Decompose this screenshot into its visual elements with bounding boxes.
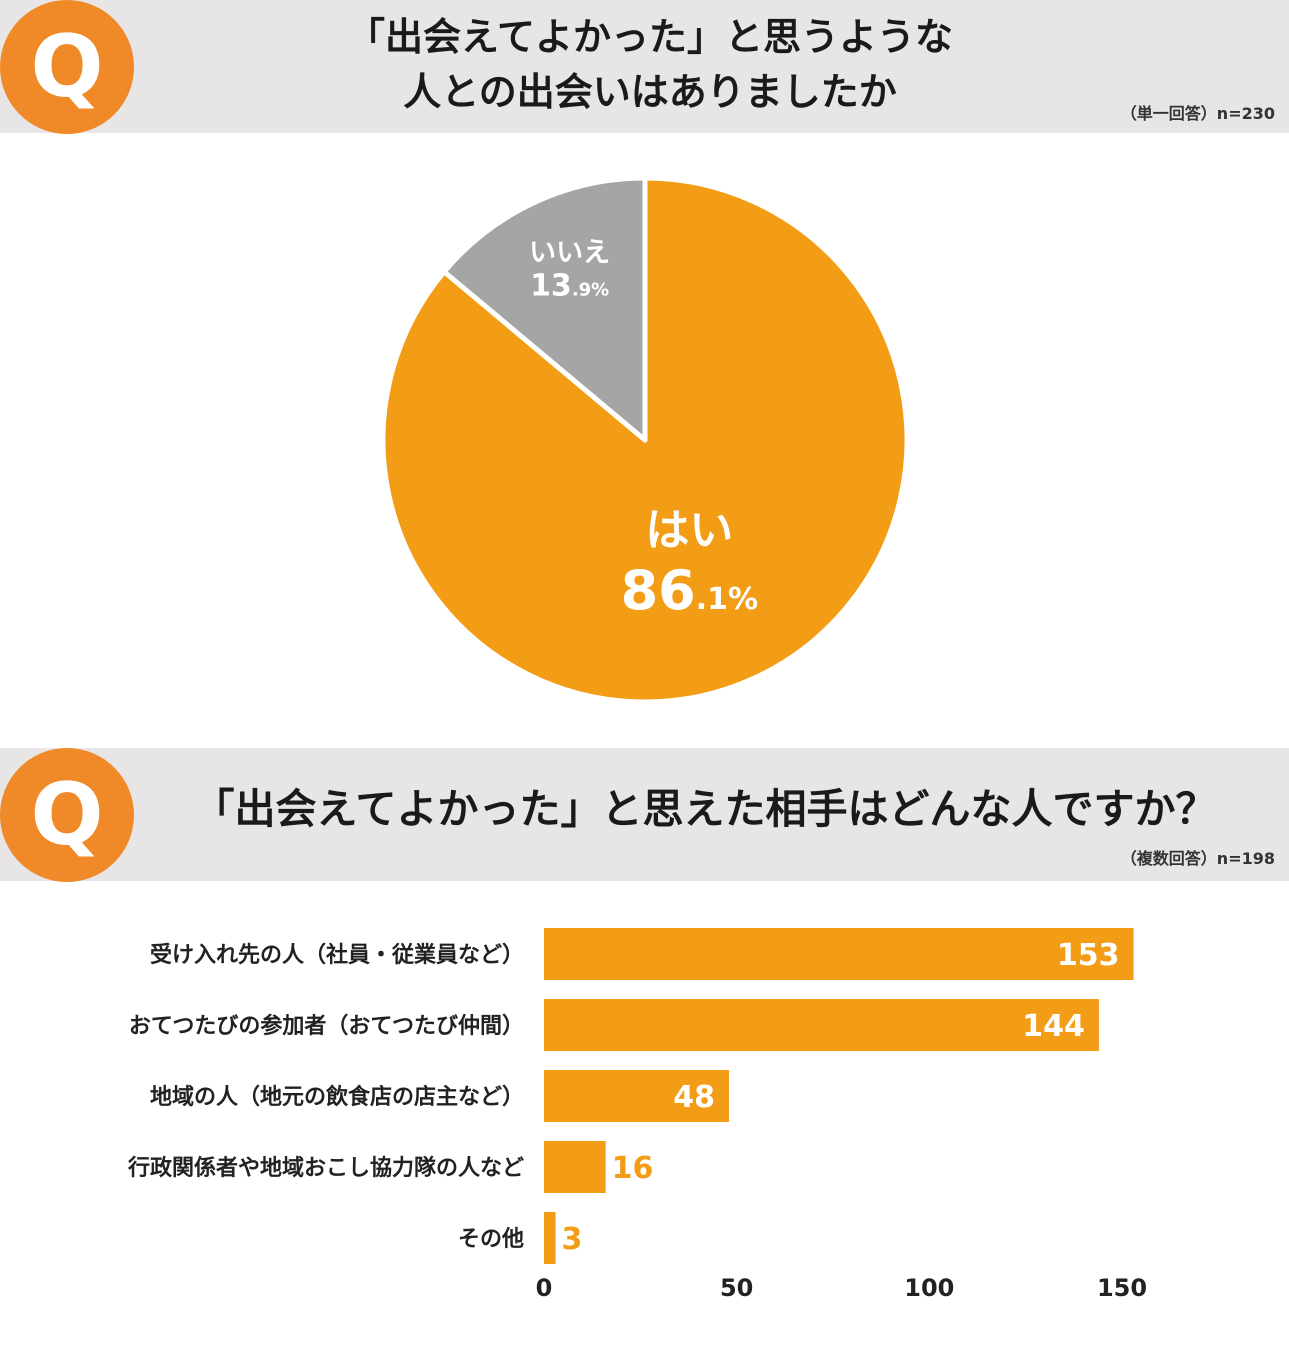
- question-1-header: [0, 0, 1289, 133]
- bar-category-label: 行政関係者や地域おこし協力隊の人など: [127, 1155, 524, 1181]
- question-2-header: [0, 748, 1289, 881]
- bar: [544, 1212, 556, 1264]
- bar-category-label: 受け入れ先の人（社員・従業員など）: [150, 942, 524, 968]
- x-tick-label: 50: [720, 1274, 753, 1302]
- bar-category-label: その他: [458, 1227, 524, 1252]
- question-1-title-line-2: 人との出会いはありましたか: [403, 70, 897, 115]
- q-badge-icon: Q: [0, 748, 134, 882]
- bar-value-label: 153: [1057, 938, 1120, 973]
- question-2-sample-note: （複数回答）n=198: [1120, 849, 1275, 868]
- q-badge-letter: Q: [30, 765, 103, 865]
- pie-slice-1: [441, 175, 648, 443]
- bar-value-label: 48: [673, 1080, 715, 1115]
- pie-slice-value: 13.9%: [530, 269, 609, 304]
- x-tick-label: 0: [536, 1274, 553, 1302]
- question-1-title-line-1: 「出会えてよかった」と思うような: [346, 15, 954, 59]
- pie-slice-label: はい: [645, 505, 733, 556]
- q-badge-icon: Q: [0, 0, 134, 134]
- bar-value-label: 16: [612, 1151, 654, 1186]
- bar-category-label: おてつたびの参加者（おてつたび仲間）: [129, 1013, 524, 1039]
- pie-slice-value: 86.1%: [621, 559, 759, 622]
- q-badge-letter: Q: [30, 17, 103, 117]
- bar: [544, 1141, 606, 1193]
- x-tick-label: 100: [904, 1274, 954, 1302]
- bar: [544, 999, 1099, 1051]
- question-2-title: 「出会えてよかった」と思えた相手はどんな人ですか？: [193, 785, 1217, 833]
- bar-category-label: 地域の人（地元の飲食店の店主など）: [150, 1084, 524, 1110]
- bar-value-label: 144: [1022, 1009, 1085, 1044]
- bar: [544, 928, 1134, 980]
- bar: [544, 1070, 729, 1122]
- bar-chart: 受け入れ先の人（社員・従業員など） 153 おてつたびの参加者（おてつたび仲間） 14…: [127, 928, 1147, 1302]
- question-1-title: 「出会えてよかった」と思うような 人との出会いはありましたか: [250, 10, 1050, 120]
- pie-slice-label: いいえ: [529, 238, 610, 269]
- question-1-sample-note: （単一回答）n=230: [1120, 104, 1275, 123]
- bar-value-label: 3: [562, 1222, 583, 1257]
- x-tick-label: 150: [1097, 1274, 1147, 1302]
